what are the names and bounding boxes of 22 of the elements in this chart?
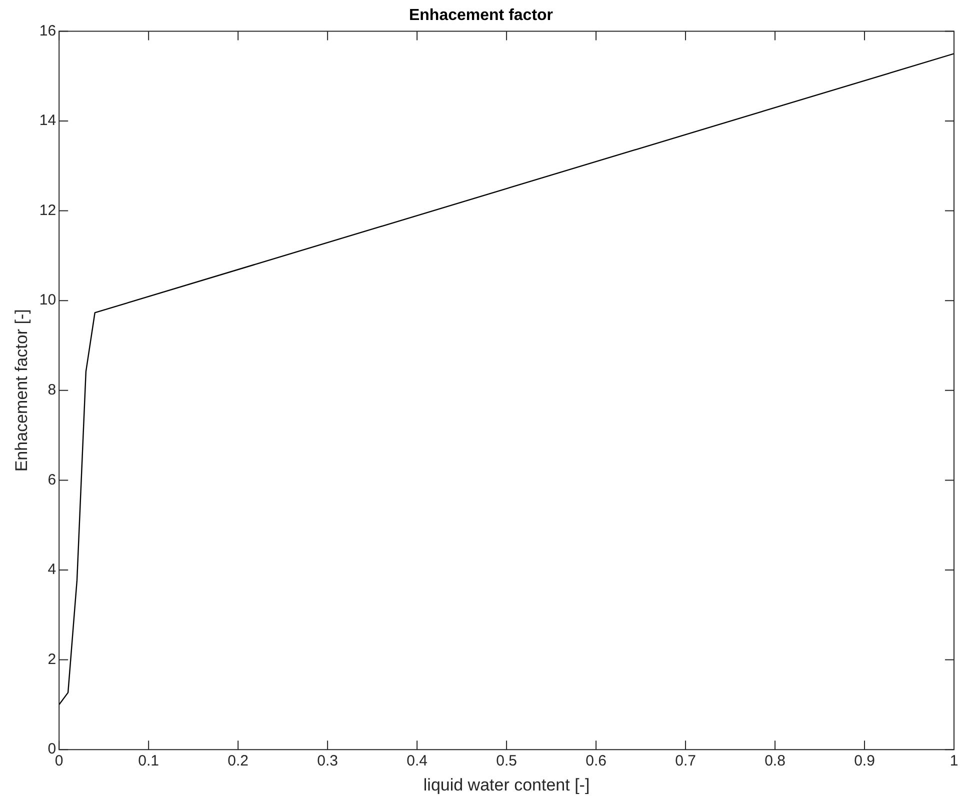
- y-tick-label: 10: [39, 292, 56, 309]
- x-tick-label: 0.7: [675, 752, 696, 770]
- y-tick-label: 12: [39, 202, 56, 219]
- y-tick-label: 6: [48, 471, 56, 488]
- x-tick-label: 0.5: [496, 752, 517, 770]
- x-tick-label: 0.3: [317, 752, 338, 770]
- x-tick-label: 1: [950, 752, 958, 770]
- y-tick-label: 16: [39, 22, 56, 40]
- x-tick-label: 0.2: [228, 752, 248, 770]
- y-tick-label: 14: [39, 112, 56, 130]
- y-tick-label: 8: [48, 382, 56, 399]
- x-tick-label: 0.9: [854, 752, 875, 770]
- x-tick-label: 0.1: [138, 752, 160, 770]
- y-tick-label: 0: [48, 740, 56, 758]
- y-tick-label: 4: [48, 561, 56, 578]
- x-tick-label: 0.8: [764, 752, 786, 770]
- y-tick-label: 2: [48, 650, 56, 668]
- y-axis-title: Enhacement factor [-]: [12, 309, 31, 472]
- x-tick-label: 0.4: [406, 752, 428, 770]
- x-axis-title: liquid water content [-]: [423, 775, 590, 794]
- chart-title: Enhacement factor: [408, 7, 554, 24]
- x-tick-label: 0.6: [586, 752, 606, 770]
